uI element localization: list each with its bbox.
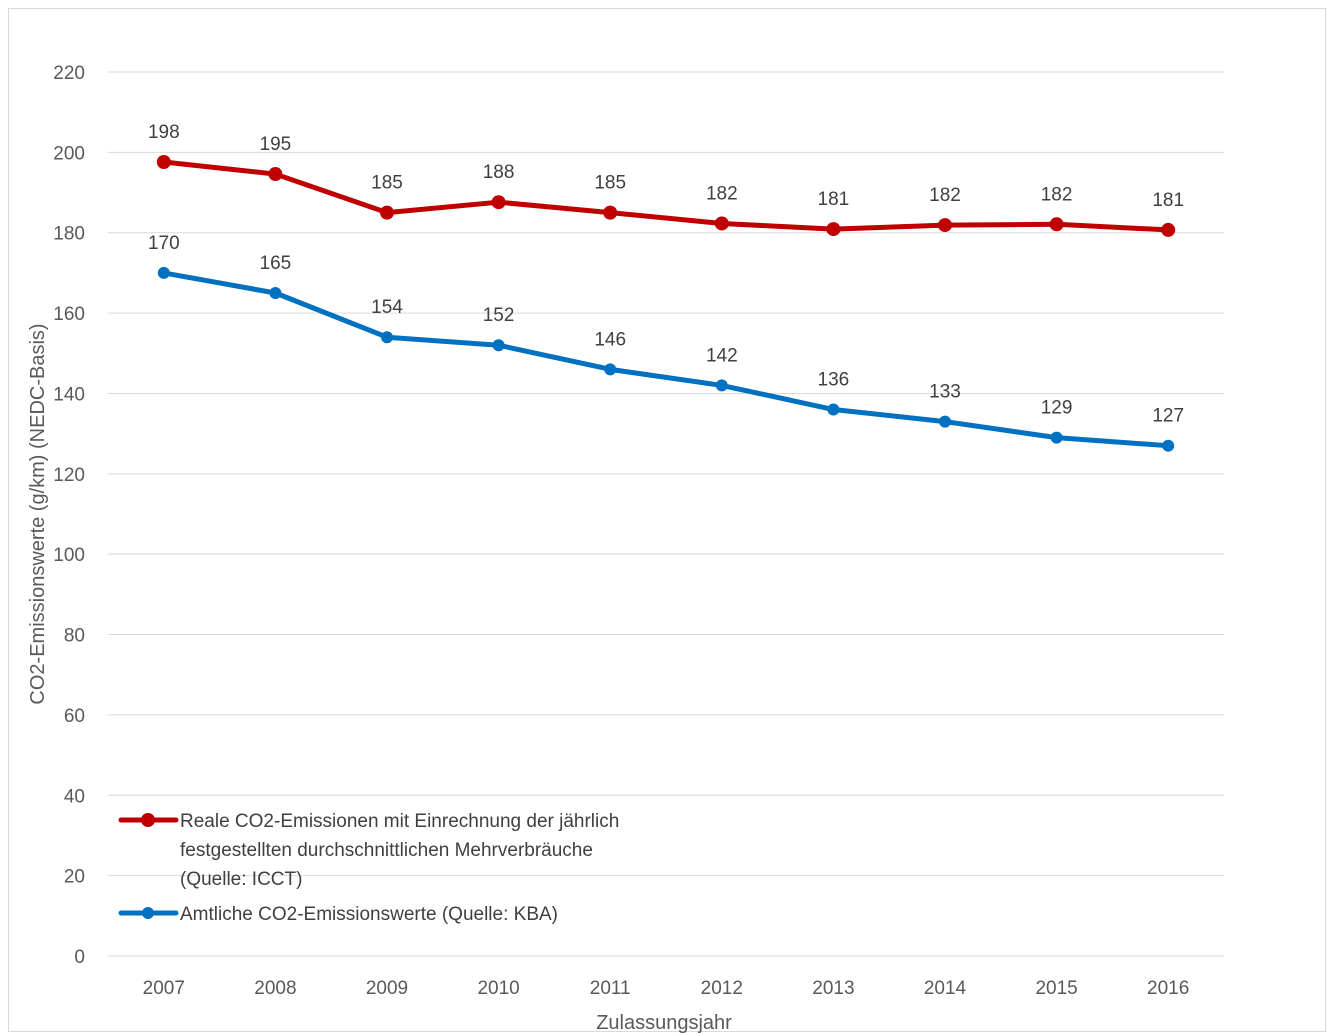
data-point <box>939 415 951 428</box>
chart-frame <box>8 8 1326 1032</box>
x-tick-label: 2015 <box>1035 978 1077 999</box>
legend-label-line: festgestellten durchschnittlichen Mehrve… <box>180 840 593 861</box>
data-label: 165 <box>260 253 292 274</box>
data-point <box>491 195 506 210</box>
y-tick-label: 160 <box>53 304 85 325</box>
data-point <box>715 379 728 392</box>
data-point <box>1162 439 1175 452</box>
data-label: 142 <box>706 345 738 366</box>
data-point <box>381 331 393 344</box>
series-line-2 <box>161 270 1171 449</box>
x-tick-label: 2008 <box>254 978 296 999</box>
data-label: 188 <box>483 162 515 183</box>
data-label: 181 <box>1152 190 1184 211</box>
legend-label-line: Amtliche CO2-Emissionswerte (Quelle: KBA… <box>180 904 558 925</box>
x-tick-label: 2012 <box>701 978 743 999</box>
data-point <box>603 205 618 220</box>
data-label: 170 <box>148 233 180 254</box>
data-label: 154 <box>371 297 403 318</box>
data-point <box>826 222 841 237</box>
series-group <box>156 155 1176 452</box>
data-point <box>1049 217 1064 232</box>
y-tick-label: 120 <box>53 465 85 486</box>
y-axis-ticks: 0 20 40 60 80 100 120 140 160 180 200 220 <box>53 63 85 968</box>
data-point <box>938 218 952 233</box>
x-axis-title: Zulassungsjahr <box>596 1012 732 1033</box>
x-tick-label: 2016 <box>1147 978 1189 999</box>
x-tick-label: 2013 <box>812 978 854 999</box>
x-tick-label: 2011 <box>590 978 631 999</box>
y-tick-label: 0 <box>74 947 85 968</box>
data-point <box>604 363 617 376</box>
data-label: 181 <box>818 189 850 210</box>
x-tick-label: 2014 <box>924 978 967 999</box>
data-label: 185 <box>371 173 403 194</box>
y-tick-label: 220 <box>53 63 85 84</box>
y-tick-label: 20 <box>64 867 85 888</box>
data-label: 129 <box>1041 398 1073 419</box>
x-tick-label: 2009 <box>366 978 408 999</box>
data-label: 182 <box>706 183 738 204</box>
legend-label-line: (Quelle: ICCT) <box>180 869 302 890</box>
data-point <box>1050 431 1063 444</box>
x-axis-ticks: 2007 2008 2009 2010 2011 2012 2013 2014 2015 2016 <box>143 978 1190 999</box>
data-label: 127 <box>1152 406 1184 427</box>
data-label: 146 <box>594 329 626 350</box>
gridlines <box>108 71 1224 957</box>
data-point <box>714 216 729 231</box>
data-label: 152 <box>483 305 515 326</box>
y-tick-label: 200 <box>53 143 85 164</box>
legend-label-line: Reale CO2-Emissionen mit Einrechnung der… <box>180 811 619 832</box>
x-tick-label: 2010 <box>477 978 519 999</box>
data-point <box>157 266 170 279</box>
data-point <box>380 205 394 220</box>
data-label: 185 <box>594 173 626 194</box>
y-tick-label: 60 <box>64 706 85 727</box>
data-point <box>492 339 505 352</box>
data-label: 198 <box>148 122 180 143</box>
data-point <box>827 403 840 416</box>
data-label: 195 <box>260 134 292 155</box>
y-tick-label: 100 <box>53 545 85 566</box>
y-tick-label: 180 <box>53 224 85 245</box>
y-tick-label: 40 <box>64 786 85 807</box>
data-point <box>269 287 282 299</box>
data-label: 136 <box>818 370 850 391</box>
data-label: 182 <box>929 185 961 206</box>
legend-marker-1 <box>141 813 155 827</box>
legend: Reale CO2-Emissionen mit Einrechnung der… <box>118 811 619 925</box>
y-tick-label: 140 <box>53 384 85 405</box>
legend-marker-2 <box>142 907 154 919</box>
series-line-1 <box>161 159 1171 233</box>
data-labels: 198 195 185 188 185 182 181 182 182 181 170 165 154 1… <box>148 122 1184 427</box>
data-point <box>156 155 171 170</box>
y-tick-label: 80 <box>64 626 85 647</box>
data-label: 133 <box>929 382 961 403</box>
data-label: 182 <box>1041 184 1073 205</box>
data-point <box>1161 222 1176 237</box>
y-axis-title: CO2-Emissionswerte (g/km) (NEDC-Basis) <box>27 323 49 704</box>
data-point <box>268 167 283 182</box>
x-tick-label: 2007 <box>143 978 185 999</box>
